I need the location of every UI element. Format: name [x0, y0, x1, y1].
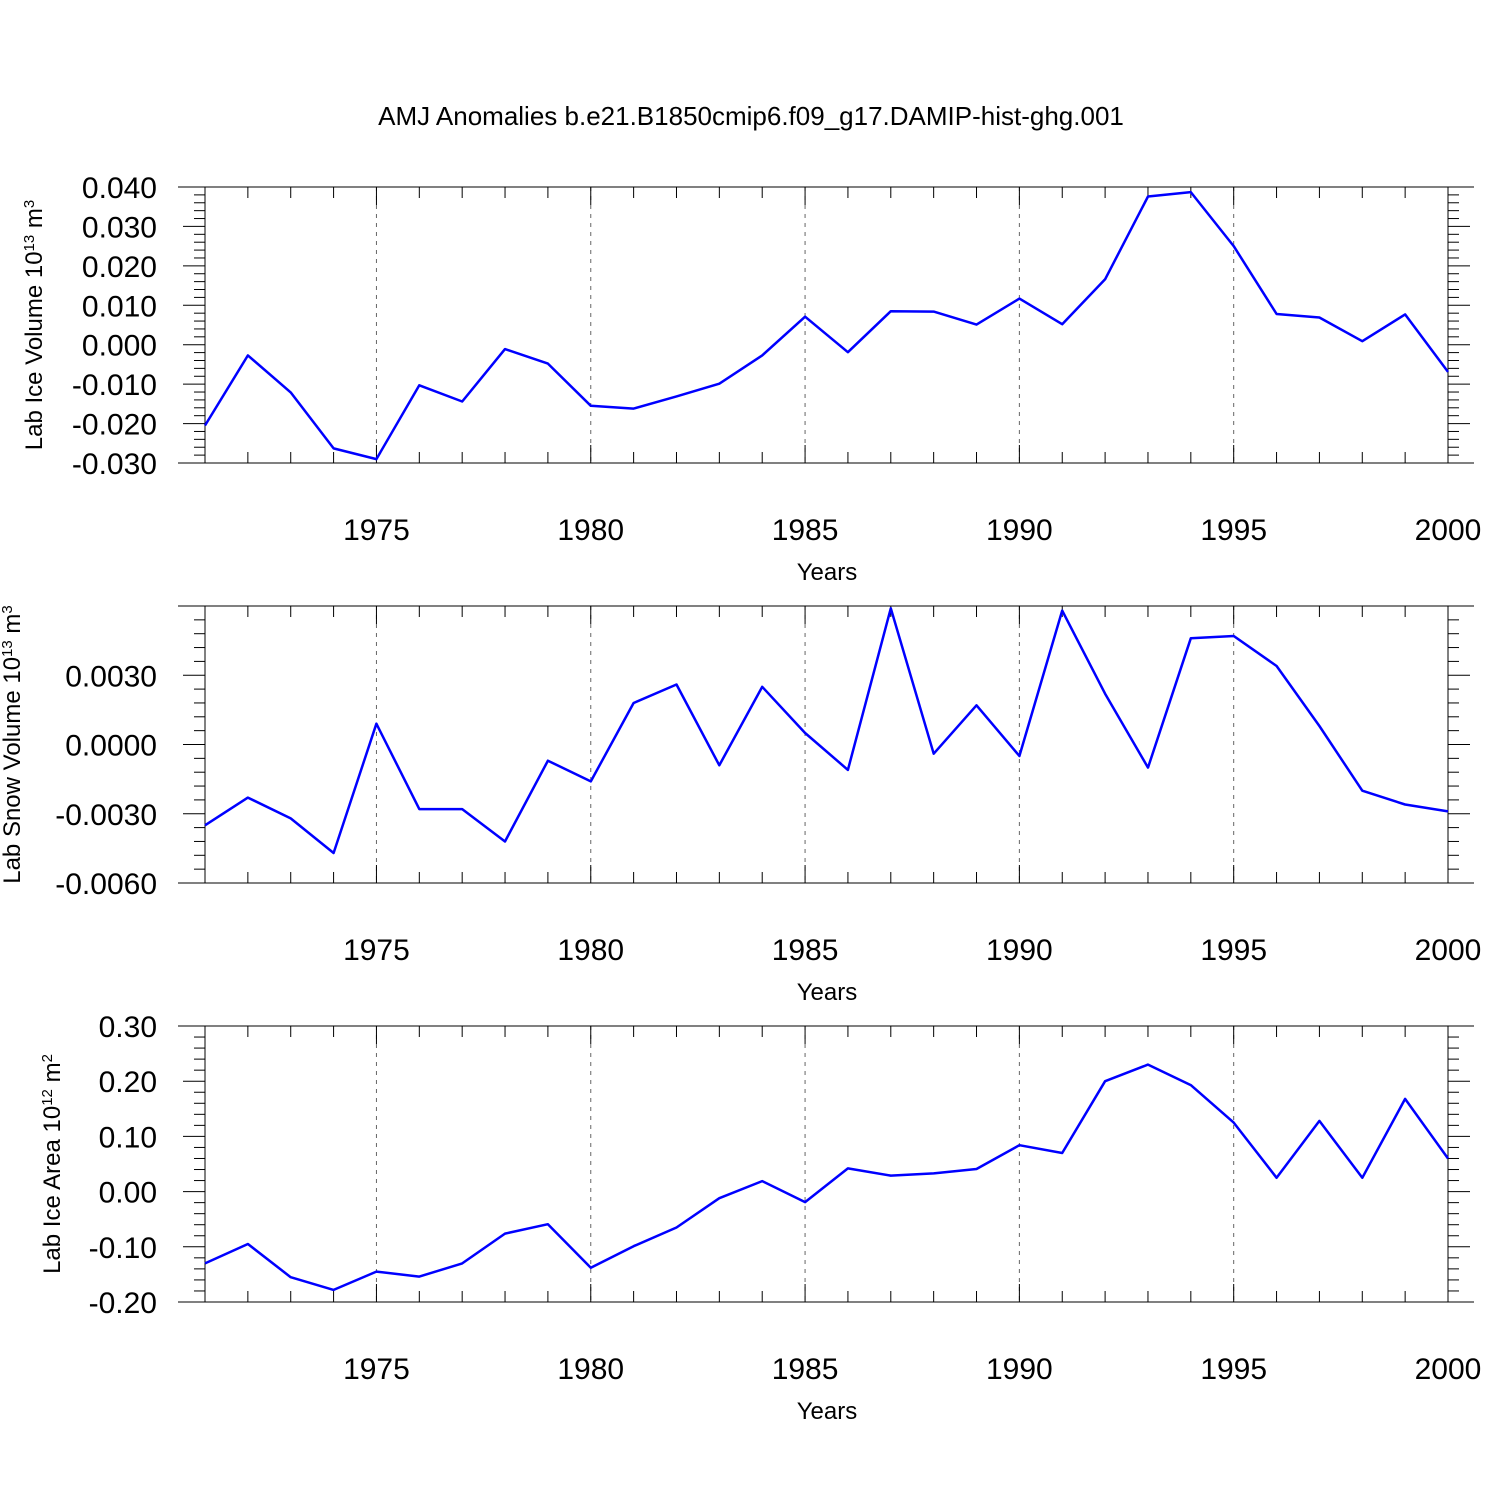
y-axis-title-part-2: m — [39, 1062, 66, 1089]
y-tick-label-2: 0.0000 — [65, 730, 157, 763]
y-tick-label-3: 0.10 — [99, 1121, 157, 1154]
y-tick-label-0: -0.20 — [89, 1287, 157, 1320]
x-axis-title: Years — [797, 1398, 858, 1425]
y-axis-title: Lab Snow Volume 1013 m3 — [0, 605, 26, 884]
x-tick-label-1990: 1990 — [986, 1353, 1053, 1386]
y-tick-label-6: 0.030 — [82, 211, 157, 244]
y-tick-label-7: 0.040 — [82, 172, 157, 205]
x-tick-label-2000: 2000 — [1415, 514, 1482, 547]
y-axis-title-part-0: Lab Ice Volume 10 — [21, 251, 48, 450]
y-tick-label-4: 0.010 — [82, 290, 157, 323]
x-tick-label-1990: 1990 — [986, 934, 1053, 967]
x-tick-label-1980: 1980 — [557, 514, 624, 547]
y-tick-label-0: -0.0060 — [55, 868, 157, 901]
x-tick-label-2000: 2000 — [1415, 934, 1482, 967]
x-tick-label-1985: 1985 — [772, 934, 839, 967]
chart-title: AMJ Anomalies b.e21.B1850cmip6.f09_g17.D… — [378, 101, 1124, 131]
x-tick-label-2000: 2000 — [1415, 1353, 1482, 1386]
y-axis-title-part-3: 3 — [0, 605, 16, 613]
y-axis-title-part-0: Lab Ice Area 10 — [39, 1106, 66, 1274]
series-line-lab-ice-area — [204, 1063, 1450, 1292]
y-axis-title-part-1: 13 — [0, 640, 16, 657]
y-axis-title: Lab Ice Area 1012 m2 — [39, 1054, 67, 1274]
x-tick-label-1980: 1980 — [557, 1353, 624, 1386]
x-axis-title: Years — [797, 559, 858, 586]
y-axis-title: Lab Ice Volume 1013 m3 — [21, 200, 49, 451]
y-tick-label-1: -0.0030 — [55, 799, 157, 832]
chart-panels: -0.030 -0.020 -0.010 0.000 0.010 0.020 0.030 0.… — [0, 172, 1481, 1425]
x-tick-label-1975: 1975 — [343, 514, 410, 547]
y-axis-title-part-2: m — [21, 208, 48, 235]
y-axis-title-part-2: m — [0, 614, 26, 641]
y-axis-title-part-0: Lab Snow Volume 10 — [0, 657, 26, 884]
y-axis-title-part-3: 2 — [39, 1054, 56, 1062]
x-tick-label-1980: 1980 — [557, 934, 624, 967]
x-tick-label-1990: 1990 — [986, 514, 1053, 547]
y-tick-label-5: 0.020 — [82, 251, 157, 284]
x-axis-title: Years — [797, 979, 858, 1006]
x-tick-label-1975: 1975 — [343, 934, 410, 967]
y-tick-label-3: 0.0030 — [65, 660, 157, 693]
y-tick-label-5: 0.30 — [99, 1011, 157, 1044]
y-axis-title-part-1: 13 — [21, 235, 38, 252]
panel-lab-snow-volume: -0.0060 -0.0030 0.0000 0.0030 1975 1980 1985 19… — [0, 605, 1481, 1006]
panel-lab-ice-volume: -0.030 -0.020 -0.010 0.000 0.010 0.020 0.030 0.… — [21, 172, 1482, 586]
x-tick-label-1985: 1985 — [772, 1353, 839, 1386]
y-tick-label-4: 0.20 — [99, 1066, 157, 1099]
x-tick-label-1995: 1995 — [1200, 514, 1267, 547]
x-tick-label-1975: 1975 — [343, 1353, 410, 1386]
y-tick-label-1: -0.10 — [89, 1232, 157, 1265]
panel-lab-ice-area: -0.20 -0.10 0.00 0.10 0.20 0.30 1975 1980 1985 19… — [39, 1011, 1482, 1425]
x-tick-label-1995: 1995 — [1200, 1353, 1267, 1386]
series-line-lab-ice-volume — [203, 190, 1450, 461]
y-tick-label-2: 0.00 — [99, 1177, 157, 1210]
y-tick-label-0: -0.030 — [72, 448, 157, 481]
y-tick-label-3: 0.000 — [82, 330, 157, 363]
y-tick-label-1: -0.020 — [72, 409, 157, 442]
x-tick-label-1995: 1995 — [1200, 934, 1267, 967]
y-axis-title-part-1: 12 — [39, 1089, 56, 1106]
series-line-lab-snow-volume — [204, 607, 1449, 855]
y-tick-label-2: -0.010 — [72, 369, 157, 402]
y-axis-title-part-3: 3 — [21, 200, 38, 208]
x-tick-label-1985: 1985 — [772, 514, 839, 547]
